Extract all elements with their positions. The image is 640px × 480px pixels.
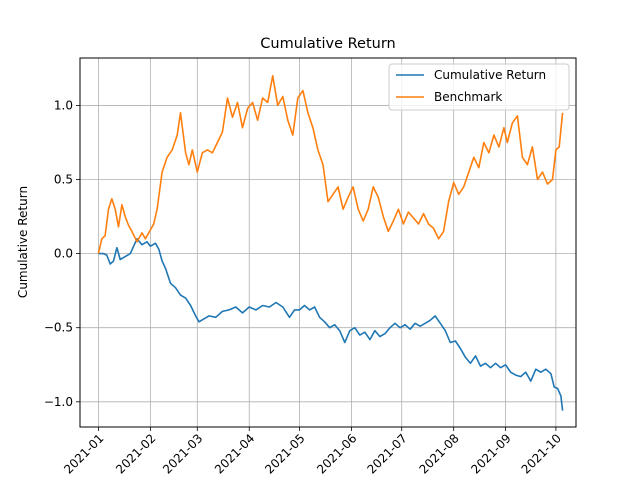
y-axis: −1.0 −0.5 0.0 0.5 1.0 bbox=[44, 98, 80, 409]
series-layer bbox=[97, 75, 564, 411]
y-tick-label: 0.5 bbox=[54, 173, 73, 187]
y-tick-label: −1.0 bbox=[44, 395, 73, 409]
series-line-benchmark bbox=[97, 75, 564, 254]
y-axis-label: Cumulative Return bbox=[16, 186, 30, 298]
legend: Cumulative Return Benchmark bbox=[388, 63, 570, 111]
chart-title: Cumulative Return bbox=[260, 36, 395, 52]
series-line-cumulative-return bbox=[98, 238, 564, 411]
y-tick-label: −0.5 bbox=[44, 321, 73, 335]
y-tick-label: 0.0 bbox=[54, 247, 73, 261]
legend-box bbox=[388, 63, 570, 111]
plot-frame bbox=[79, 57, 577, 428]
y-tick-label: 1.0 bbox=[54, 98, 73, 112]
legend-label-benchmark: Benchmark bbox=[434, 90, 502, 104]
legend-label-cumulative-return: Cumulative Return bbox=[434, 68, 546, 82]
grid bbox=[80, 58, 576, 427]
